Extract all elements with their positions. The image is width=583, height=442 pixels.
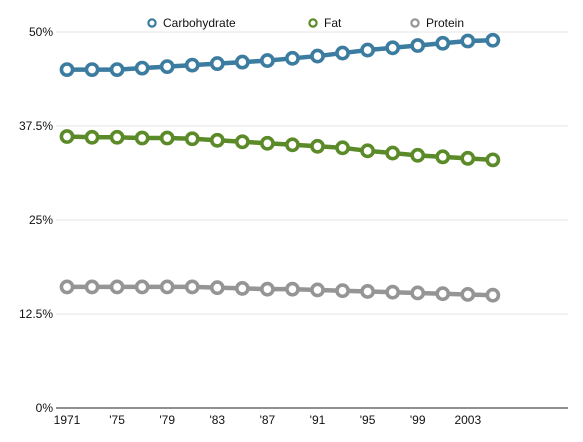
data-point-protein: [310, 282, 325, 298]
data-point-protein: [259, 281, 275, 297]
legend-marker-carbohydrate: [147, 18, 157, 28]
x-tick-label: '79: [159, 413, 175, 427]
x-axis-tick-labels: 1971 '75 '79 '83 '87 '91 '95 '99 2003: [54, 413, 482, 427]
x-tick-label: '75: [109, 413, 125, 427]
legend-marker-fat: [308, 18, 318, 28]
data-point-fat: [159, 130, 175, 146]
data-point-protein: [159, 279, 175, 295]
data-point-protein: [360, 284, 375, 299]
data-point-protein: [134, 279, 150, 295]
series-fat: [59, 129, 501, 168]
data-point-carbohydrate: [209, 56, 225, 71]
legend-label-protein: Protein: [426, 16, 464, 30]
y-tick-label: 25%: [29, 213, 53, 227]
data-point-carbohydrate: [234, 54, 250, 70]
data-point-protein: [234, 281, 250, 296]
data-point-carbohydrate: [410, 38, 426, 53]
data-point-protein: [285, 281, 300, 297]
data-point-protein: [209, 280, 225, 296]
series-carbohydrate: [59, 32, 501, 77]
data-point-fat: [209, 132, 225, 148]
data-point-fat: [134, 130, 150, 146]
data-point-carbohydrate: [109, 62, 125, 77]
data-point-protein: [460, 287, 476, 302]
data-point-fat: [410, 147, 426, 163]
data-point-carbohydrate: [460, 33, 476, 49]
series-line-protein: [67, 284, 493, 298]
data-point-carbohydrate: [184, 57, 200, 73]
legend-item-protein: Protein: [410, 16, 464, 30]
data-series: [59, 32, 501, 303]
data-point-carbohydrate: [159, 59, 175, 74]
x-tick-label: '83: [209, 413, 225, 427]
grid-lines: [56, 31, 568, 315]
legend-marker-protein: [410, 18, 420, 28]
x-tick-label: '91: [310, 413, 326, 427]
data-point-carbohydrate: [310, 48, 325, 64]
data-point-protein: [109, 279, 125, 295]
data-point-fat: [259, 135, 275, 151]
series-line-fat: [66, 134, 493, 163]
x-tick-label: '87: [260, 413, 276, 427]
data-point-protein: [385, 284, 401, 300]
y-tick-label: 0%: [36, 401, 54, 415]
data-point-fat: [234, 134, 250, 150]
x-tick-label: '95: [360, 413, 376, 427]
data-point-fat: [385, 145, 401, 161]
data-point-protein: [59, 279, 75, 295]
x-tick-label: 2003: [454, 413, 481, 427]
data-point-fat: [335, 140, 350, 156]
y-tick-label: 37.5%: [19, 119, 53, 133]
data-point-fat: [109, 129, 125, 145]
data-point-fat: [360, 143, 375, 159]
data-point-carbohydrate: [134, 60, 150, 76]
legend-item-fat: Fat: [308, 16, 342, 30]
data-point-carbohydrate: [84, 62, 100, 77]
series-line-carbohydrate: [67, 38, 493, 72]
data-point-carbohydrate: [435, 35, 451, 51]
data-point-fat: [184, 131, 200, 147]
x-tick-label: '99: [410, 413, 426, 427]
data-point-carbohydrate: [385, 40, 401, 56]
data-point-protein: [335, 283, 350, 299]
data-point-fat: [485, 152, 501, 168]
data-point-fat: [435, 149, 451, 165]
y-tick-label: 12.5%: [19, 307, 53, 321]
legend-label-carbohydrate: Carbohydrate: [163, 16, 236, 30]
data-point-fat: [84, 129, 100, 145]
data-point-carbohydrate: [335, 45, 350, 61]
data-point-fat: [310, 138, 325, 154]
x-tick-label: 1971: [54, 413, 81, 427]
data-point-carbohydrate: [59, 62, 75, 77]
data-point-carbohydrate: [485, 32, 501, 48]
legend-label-fat: Fat: [324, 16, 342, 30]
legend-item-carbohydrate: Carbohydrate: [147, 16, 236, 30]
data-point-protein: [485, 287, 501, 303]
data-point-protein: [84, 279, 100, 295]
data-point-fat: [285, 137, 300, 153]
data-point-carbohydrate: [360, 42, 375, 58]
series-protein: [59, 279, 501, 303]
data-point-fat: [59, 129, 75, 144]
data-point-carbohydrate: [285, 50, 300, 66]
data-point-carbohydrate: [259, 53, 275, 68]
y-tick-label: 50%: [29, 25, 53, 39]
data-point-fat: [460, 150, 476, 166]
data-point-protein: [184, 279, 200, 295]
legend: Carbohydrate Fat Protein: [147, 16, 464, 30]
data-point-protein: [410, 285, 426, 301]
y-axis-tick-labels: 0% 12.5% 25% 37.5% 50%: [19, 25, 53, 415]
data-point-protein: [435, 286, 451, 302]
